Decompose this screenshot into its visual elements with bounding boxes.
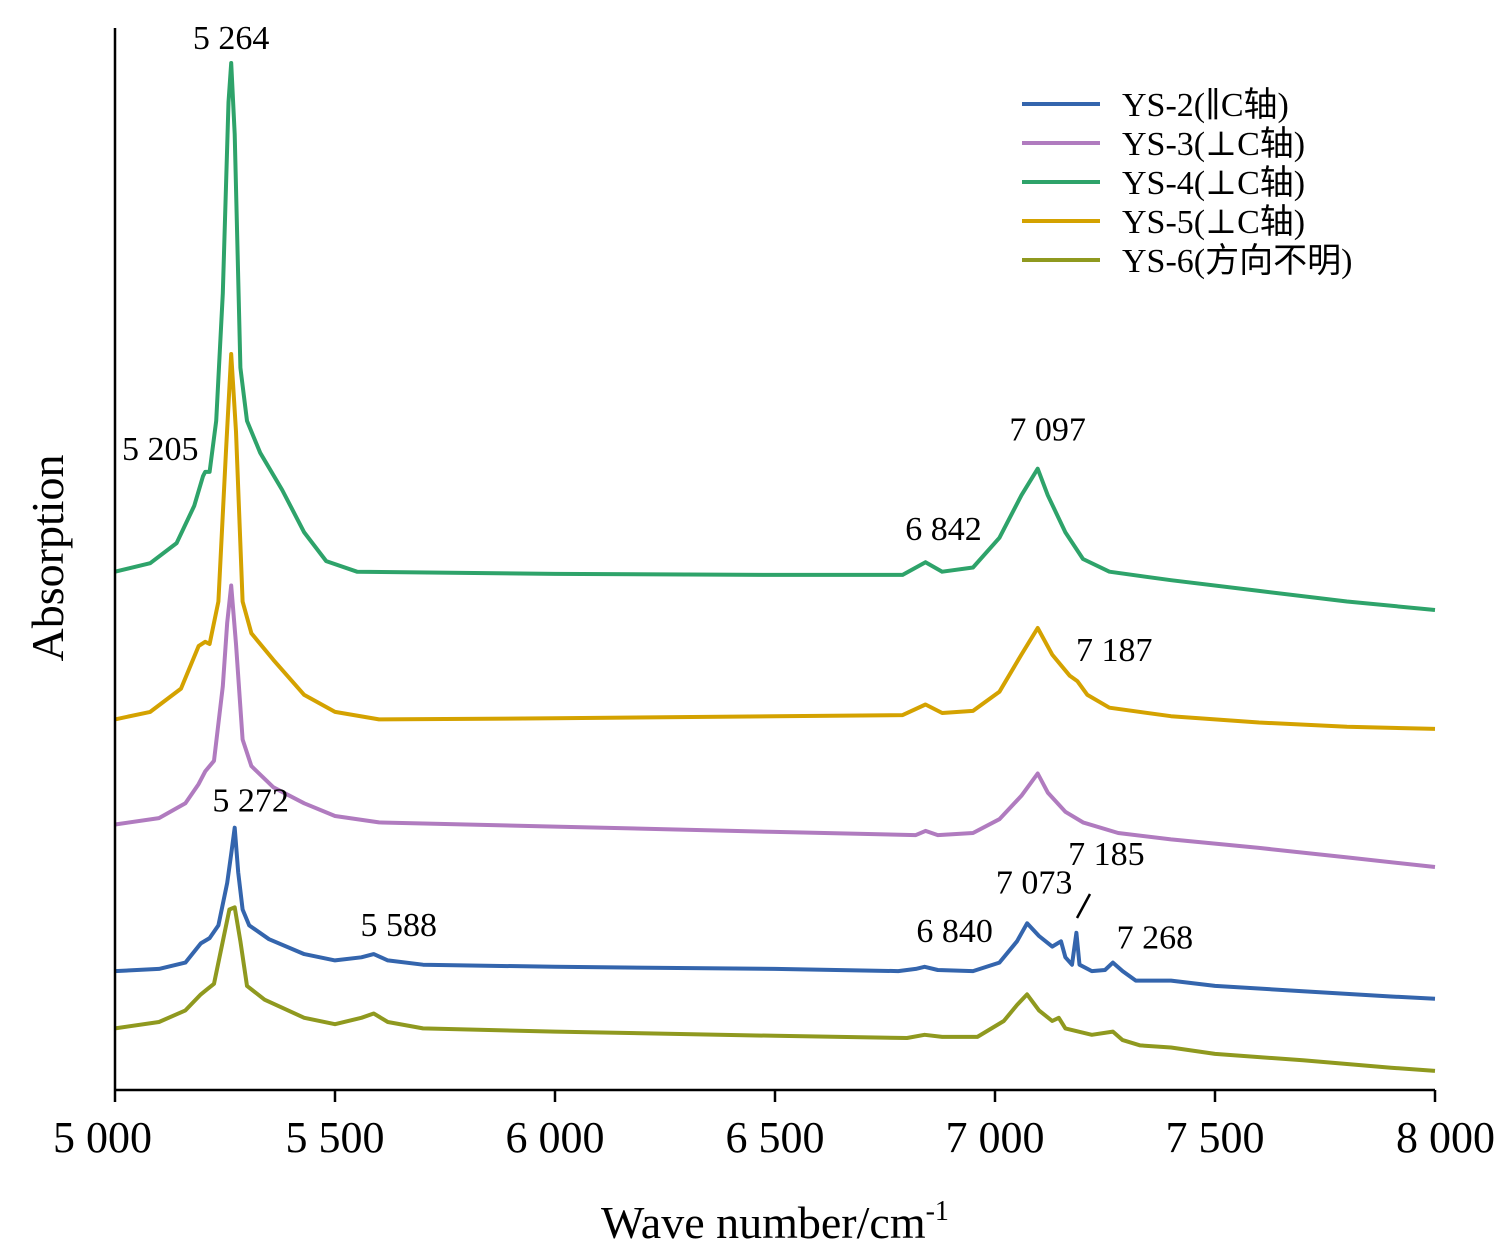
legend-label: YS-3(⊥C轴) (1122, 125, 1305, 163)
x-tick-label: 7 500 (1166, 1113, 1265, 1162)
peak-label: 7 268 (1117, 920, 1194, 957)
plot-area (114, 61, 1436, 1073)
peak-label: 7 187 (1076, 632, 1153, 669)
peak-pointer-7185 (1075, 893, 1092, 919)
y-axis-title: Absorption (22, 455, 73, 662)
series-line-1 (114, 825, 1436, 1001)
peak-label: 5 588 (360, 907, 437, 944)
peak-label: 5 205 (122, 431, 199, 468)
peak-annotations: 5 264 5 205 7 097 6 842 7 187 5 272 5 588 6 840… (122, 20, 1193, 957)
legend-label: YS-2(∥C轴) (1122, 86, 1289, 124)
legend: YS-2(∥C轴)YS-3(⊥C轴)YS-4(⊥C轴)YS-5(⊥C轴)YS-6… (1022, 86, 1352, 280)
peak-label: 7 073 (996, 864, 1073, 901)
x-tick-label: 6 500 (726, 1113, 825, 1162)
x-tick-label: 5 500 (286, 1113, 385, 1162)
peak-label: 6 842 (905, 511, 982, 548)
x-axis-title: Wave number/cm-1 (601, 1196, 949, 1248)
legend-label: YS-4(⊥C轴) (1122, 164, 1305, 202)
x-axis-ticks: 5 000 5 500 6 000 6 500 7 000 7 500 8 000 (53, 1090, 1495, 1162)
peak-label: 5 264 (193, 20, 270, 57)
peak-label: 5 272 (212, 783, 289, 820)
x-tick-label: 7 000 (946, 1113, 1045, 1162)
series-line-2 (114, 583, 1436, 869)
x-tick-label: 6 000 (506, 1113, 605, 1162)
peak-label: 7 097 (1009, 412, 1086, 449)
legend-label: YS-6(方向不明) (1122, 242, 1352, 280)
legend-label: YS-5(⊥C轴) (1122, 203, 1305, 241)
x-tick-label: 5 000 (53, 1113, 152, 1162)
series-line-5 (114, 905, 1436, 1073)
peak-label: 7 185 (1068, 836, 1145, 873)
x-tick-label: 8 000 (1396, 1113, 1495, 1162)
series-line-4 (114, 352, 1436, 731)
x-axis-title-superscript: -1 (926, 1196, 949, 1227)
series-line-3 (114, 61, 1436, 612)
peak-label: 6 840 (916, 913, 993, 950)
